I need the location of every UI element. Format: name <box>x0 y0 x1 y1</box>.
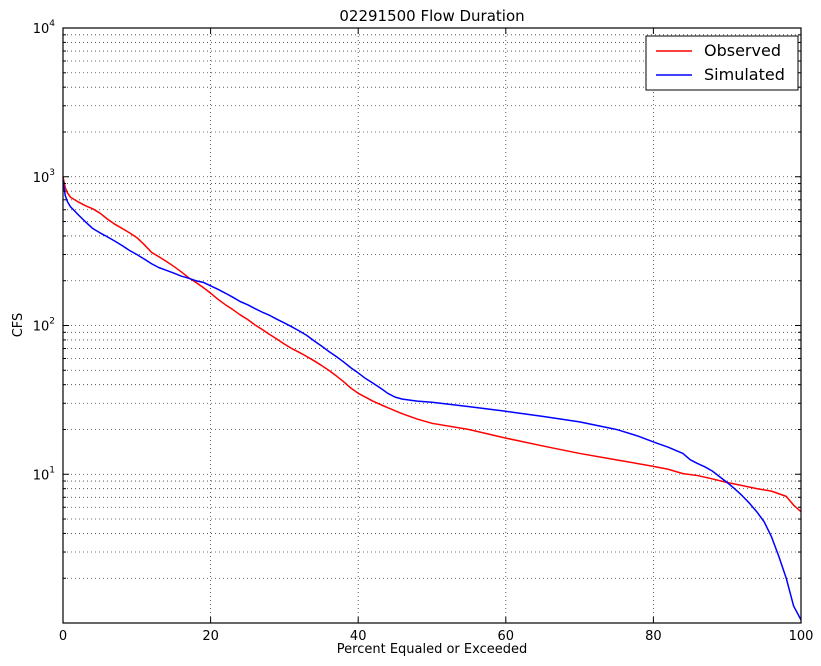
y-tick-label: 101 <box>33 465 55 483</box>
y-tick-label: 104 <box>33 19 56 37</box>
y-tick-label-base: 10 <box>33 171 50 186</box>
y-tick-label: 103 <box>33 168 55 186</box>
chart-title: 02291500 Flow Duration <box>339 7 524 25</box>
series-line-simulated <box>62 179 802 621</box>
x-tick-label: 80 <box>645 629 662 644</box>
series-line-observed <box>62 176 802 513</box>
grid-lines <box>63 28 801 623</box>
y-tick-label-exponent: 4 <box>49 19 55 29</box>
y-tick-label-base: 10 <box>33 22 50 37</box>
legend-label-observed: Observed <box>704 41 781 60</box>
y-tick-label-exponent: 3 <box>49 168 55 178</box>
legend: Observed Simulated <box>645 35 799 91</box>
legend-label-simulated: Simulated <box>704 65 785 84</box>
y-axis-label: CFS <box>11 313 26 338</box>
legend-box <box>645 35 799 91</box>
y-tick-label-exponent: 2 <box>49 317 55 327</box>
x-tick-label: 0 <box>59 629 67 644</box>
x-tick-label: 40 <box>350 629 367 644</box>
y-tick-label-base: 10 <box>33 468 50 483</box>
x-tick-label: 20 <box>202 629 219 644</box>
y-tick-label-exponent: 1 <box>49 465 55 475</box>
y-tick-label: 102 <box>33 317 55 335</box>
series-lines <box>62 176 802 621</box>
x-tick-label: 60 <box>498 629 515 644</box>
y-tick-label-base: 10 <box>33 320 50 335</box>
x-axis-label: Percent Equaled or Exceeded <box>337 642 527 657</box>
x-tick-label: 100 <box>789 629 814 644</box>
